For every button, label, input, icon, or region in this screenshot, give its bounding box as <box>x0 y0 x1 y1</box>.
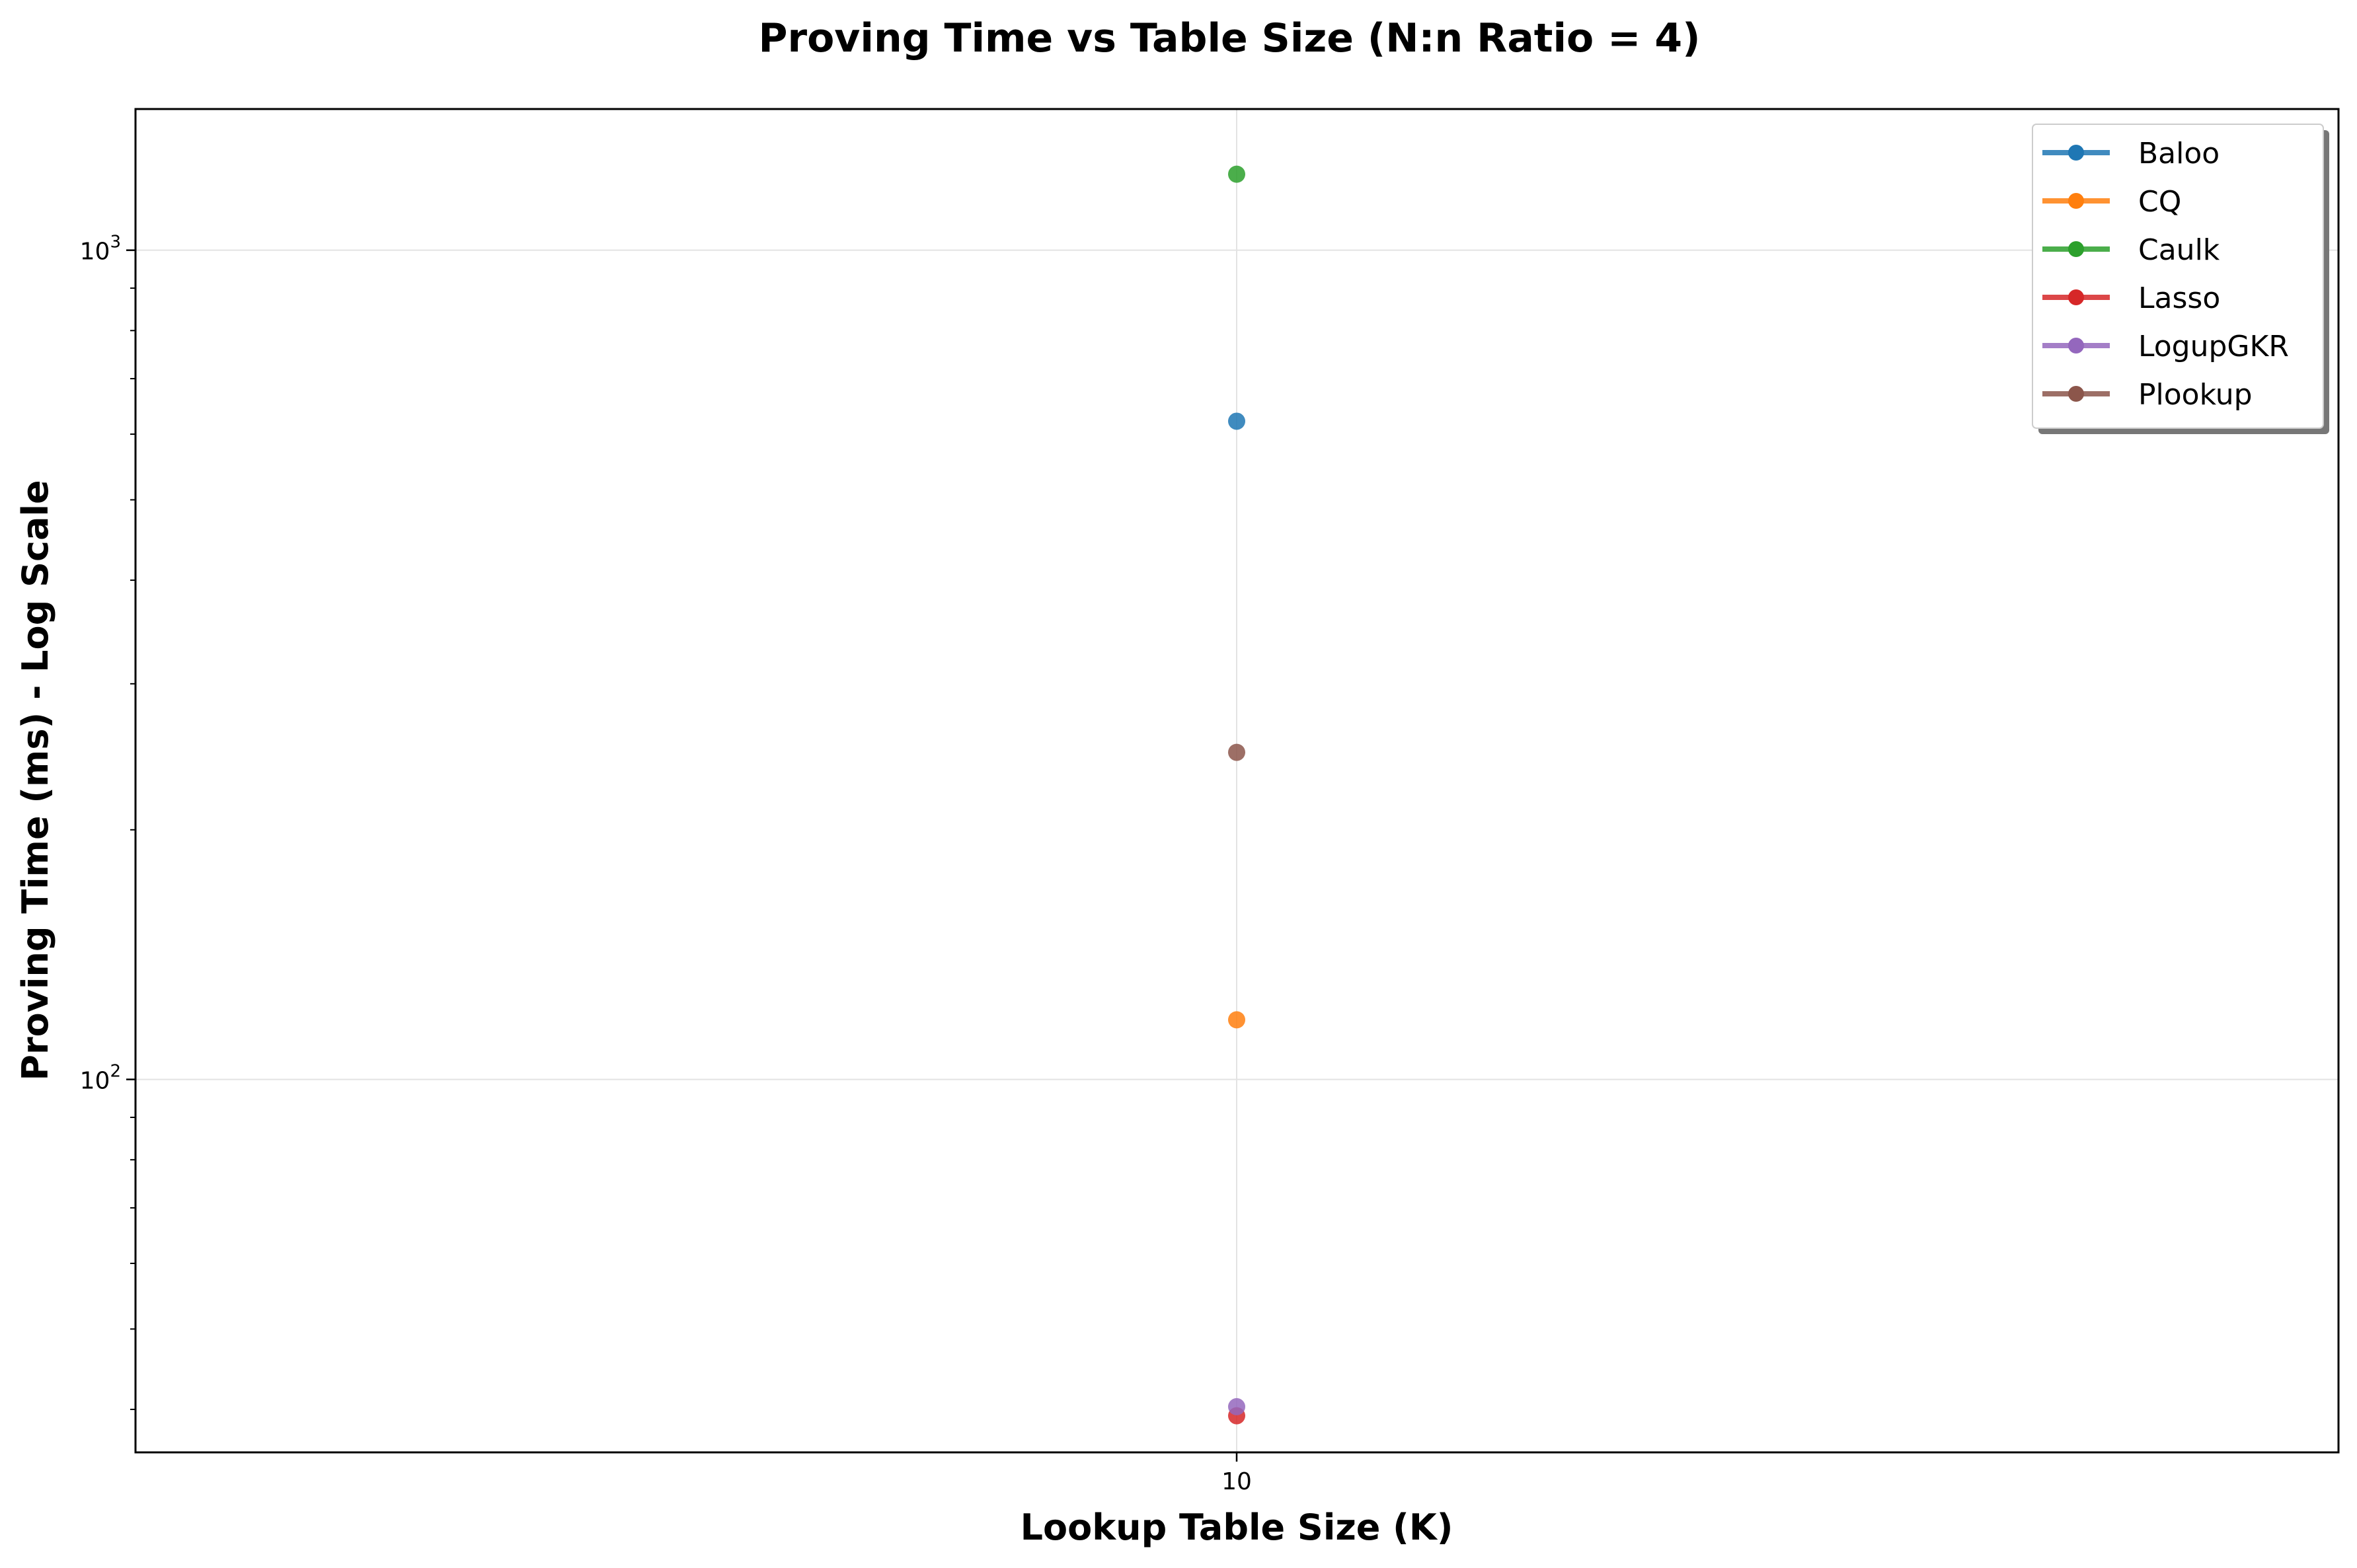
legend: Baloo CQ Caulk Lasso LogupGKR Plookup <box>2032 124 2329 434</box>
data-points <box>1228 165 1245 1425</box>
legend-label: Plookup <box>2138 378 2253 412</box>
legend-label: Baloo <box>2138 137 2220 170</box>
legend-swatch-marker <box>2068 145 2084 161</box>
legend-swatch-marker <box>2068 193 2084 209</box>
data-point-baloo <box>1228 412 1245 430</box>
legend-swatch-marker <box>2068 338 2084 354</box>
x-axis-ticks: 10 <box>1221 1452 1252 1495</box>
plot-frame <box>134 108 2340 1454</box>
chart-title: Proving Time vs Table Size (N:n Ratio = … <box>759 15 1701 61</box>
legend-swatch-marker <box>2068 386 2084 402</box>
x-tick-label: 10 <box>1221 1468 1252 1495</box>
legend-label: LogupGKR <box>2138 330 2289 363</box>
y-tick-base: 10 <box>80 1068 110 1095</box>
data-point-plookup <box>1228 743 1245 761</box>
y-tick-exponent: 2 <box>110 1062 121 1082</box>
x-axis-label: Lookup Table Size (K) <box>1021 1507 1453 1548</box>
y-tick-exponent: 3 <box>110 233 121 252</box>
legend-swatch-marker <box>2068 241 2084 257</box>
y-tick-label: 103 <box>80 233 121 266</box>
y-axis-label: Proving Time (ms) - Log Scale <box>15 480 56 1080</box>
data-point-cq <box>1228 1011 1245 1029</box>
data-point-caulk <box>1228 165 1245 183</box>
y-tick-label: 102 <box>80 1062 121 1095</box>
y-tick-base: 10 <box>80 239 110 266</box>
data-point-logupgkr <box>1228 1398 1245 1415</box>
legend-label: Lasso <box>2138 281 2220 315</box>
legend-label: CQ <box>2138 185 2181 219</box>
legend-label: Caulk <box>2138 233 2220 267</box>
grid <box>135 109 2338 1452</box>
legend-swatch-marker <box>2068 289 2084 305</box>
